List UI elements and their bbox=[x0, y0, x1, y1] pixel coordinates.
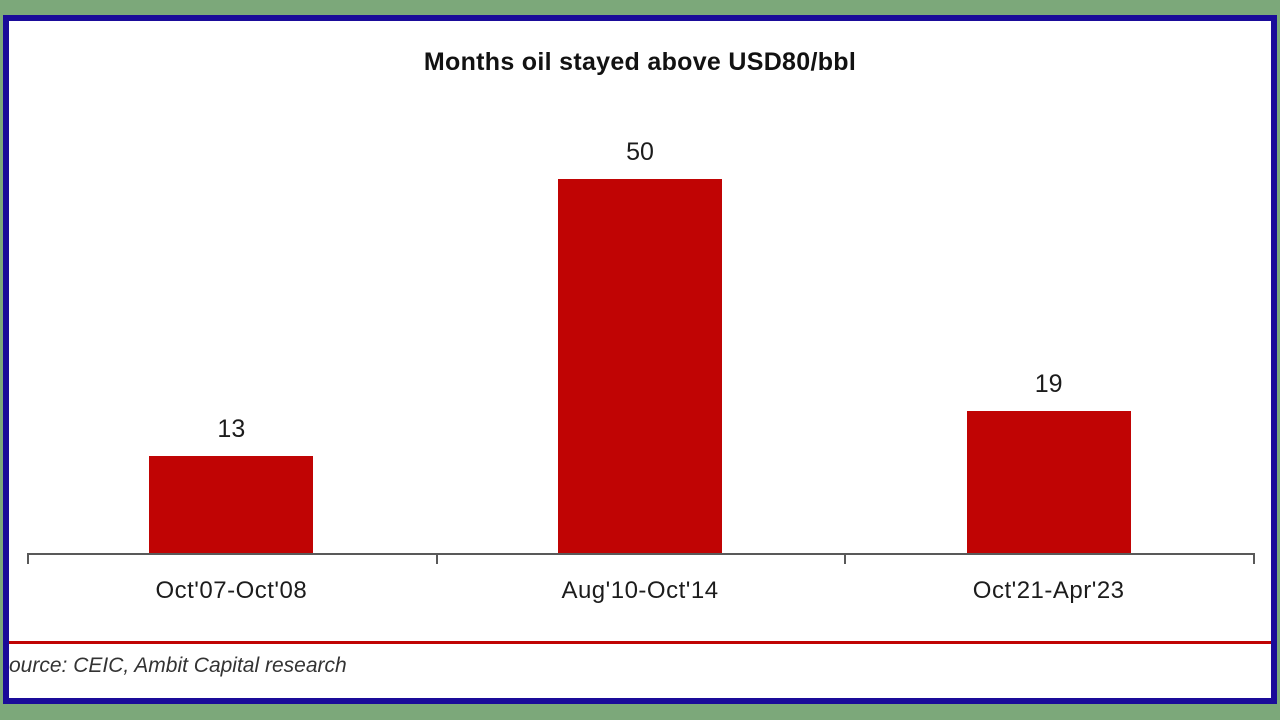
chart-title: Months oil stayed above USD80/bbl bbox=[423, 48, 857, 76]
bar bbox=[558, 179, 722, 553]
source-text: ource: CEIC, Ambit Capital research bbox=[9, 654, 347, 677]
bar bbox=[966, 411, 1131, 553]
bar-value-label: 50 bbox=[626, 138, 654, 166]
chart-panel-frame: Months oil stayed above USD80/bbl 13 50 19… bbox=[3, 15, 1277, 704]
x-axis-category-label: Aug'10-Oct'14 bbox=[561, 577, 719, 604]
x-axis-category-label: Oct'07-Oct'08 bbox=[155, 577, 308, 604]
bar-value-label: 13 bbox=[217, 415, 246, 443]
source-divider bbox=[9, 641, 1271, 644]
bar bbox=[149, 456, 314, 553]
plot-area: 13 50 19 bbox=[27, 21, 1253, 553]
axis-tick bbox=[1253, 553, 1255, 564]
x-axis-line bbox=[27, 553, 1255, 555]
x-axis-category-label: Oct'21-Apr'23 bbox=[972, 577, 1125, 604]
chart-stage: Months oil stayed above USD80/bbl 13 50 19… bbox=[9, 21, 1271, 698]
bar-value-label: 19 bbox=[1034, 370, 1063, 398]
axis-tick bbox=[27, 553, 29, 564]
axis-tick bbox=[844, 553, 847, 564]
axis-tick bbox=[435, 553, 438, 564]
